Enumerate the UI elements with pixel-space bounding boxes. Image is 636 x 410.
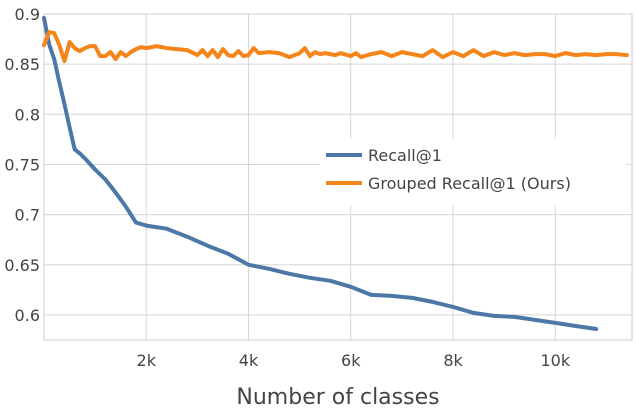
y-tick-label: 0.85 <box>4 55 40 74</box>
series-line-0 <box>42 16 599 331</box>
y-tick-label: 0.8 <box>15 105 40 124</box>
y-tick-label: 0.9 <box>15 5 40 24</box>
y-tick-label: 0.6 <box>15 306 40 325</box>
series-lines <box>42 16 629 331</box>
y-tick-label: 0.75 <box>4 155 40 174</box>
x-tick-label: 2k <box>137 351 157 370</box>
legend-label: Recall@1 <box>368 146 442 165</box>
x-tick-label: 8k <box>443 351 463 370</box>
legend: Recall@1 Grouped Recall@1 (Ours) <box>320 139 626 205</box>
x-axis-tick-labels: 2k 4k 6k 8k 10k <box>137 351 571 370</box>
legend-background <box>320 139 626 205</box>
plot-area <box>43 13 633 341</box>
x-tick-label: 6k <box>341 351 361 370</box>
legend-label: Grouped Recall@1 (Ours) <box>368 174 571 193</box>
y-tick-label: 0.65 <box>4 256 40 275</box>
y-tick-label: 0.7 <box>15 206 40 225</box>
x-tick-label: 4k <box>239 351 259 370</box>
x-tick-label: 10k <box>540 351 570 370</box>
series-line-1 <box>42 30 629 64</box>
y-axis-tick-labels: 0.6 0.65 0.7 0.75 0.8 0.85 0.9 <box>4 5 40 325</box>
x-axis-title: Number of classes <box>236 385 439 410</box>
